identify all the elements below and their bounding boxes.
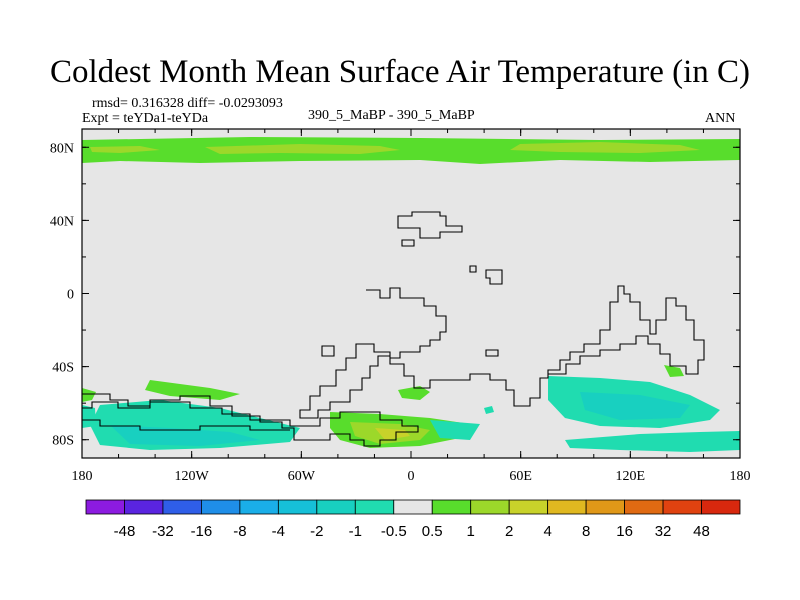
y-tick-label: 0	[67, 288, 74, 303]
x-tick-label: 60W	[288, 469, 316, 484]
subtitle: 390_5_MaBP - 390_5_MaBP	[308, 108, 475, 123]
colorbar-swatch	[239, 499, 279, 515]
coastline-island	[401, 239, 415, 247]
colorbar-label: -0.5	[381, 523, 407, 540]
colorbar-swatch	[85, 499, 125, 515]
colorbar-swatch	[431, 499, 472, 515]
colorbar-label: 4	[543, 523, 551, 540]
colorbar-label: 1	[467, 523, 475, 540]
chart-title: Coldest Month Mean Surface Air Temperatu…	[50, 54, 750, 90]
colorbar-swatch	[162, 499, 202, 515]
x-tick-label: 60E	[509, 469, 532, 484]
coastline-madagascar	[485, 349, 499, 357]
y-tick-label: 40N	[50, 214, 74, 229]
season-label: ANN	[705, 111, 736, 126]
colorbar-swatch	[701, 499, 741, 515]
anomaly-west-edge-cool	[82, 405, 96, 428]
colorbar-label: 32	[655, 523, 672, 540]
coastline-eurasia	[397, 211, 463, 239]
coastline-island-3	[485, 269, 503, 285]
colorbar-swatch	[662, 499, 702, 515]
stats-text: rmsd= 0.316328 diff= -0.0293093	[92, 96, 283, 111]
anomaly-south-atlantic-cool	[430, 420, 480, 440]
anomaly-australia	[664, 365, 684, 377]
anomaly-indian-ocean-core	[580, 392, 690, 420]
anomaly-dot	[484, 406, 494, 414]
coastline-island-2	[469, 265, 477, 273]
colorbar-label: -2	[310, 523, 323, 540]
colorbar-swatch	[585, 499, 625, 515]
colorbar-label: -8	[233, 523, 246, 540]
colorbar-label: 16	[616, 523, 633, 540]
x-tick-label: 0	[408, 469, 415, 484]
colorbar-swatch	[393, 499, 433, 515]
colorbar-swatch	[316, 499, 356, 515]
anomaly-south-atlantic-hot	[375, 428, 410, 440]
anomaly-west-edge	[82, 388, 96, 402]
colorbar-label: -16	[191, 523, 213, 540]
y-tick-label: 80N	[50, 141, 74, 156]
anomaly-africa	[398, 386, 430, 400]
colorbar-label: -32	[152, 523, 174, 540]
colorbar-label: 0.5	[422, 523, 443, 540]
colorbar-swatch	[354, 499, 395, 515]
coastline-west-a	[321, 345, 335, 357]
anomaly-southern-band	[565, 431, 740, 452]
coastline-antarctica	[82, 393, 419, 447]
x-tick-label: 120E	[616, 469, 646, 484]
colorbar-label: -1	[349, 523, 362, 540]
colorbar-swatch	[624, 499, 664, 515]
y-tick-label: 80S	[52, 434, 74, 449]
colorbar-swatch	[508, 499, 549, 515]
colorbar-swatch	[470, 499, 510, 515]
axis-ticks: 180 120W 60W 0 60E 120E 180 80N 40N 0 40S 80S	[50, 129, 751, 484]
colorbar-swatch	[201, 499, 241, 515]
colorbar-label: -4	[272, 523, 285, 540]
anomaly-south-pacific-warm	[145, 380, 240, 400]
coastline-africa	[299, 285, 705, 419]
colorbar-swatch	[547, 499, 587, 515]
colorbar-label: 48	[693, 523, 710, 540]
colorbar-swatch	[277, 499, 318, 515]
x-tick-label: 180	[730, 469, 751, 484]
anomaly-arctic-warm-east	[510, 142, 700, 153]
x-tick-label: 120W	[175, 469, 210, 484]
coastline-antarctica-inner	[82, 419, 290, 431]
colorbar-label: 2	[505, 523, 513, 540]
y-tick-label: 40S	[52, 361, 74, 376]
experiment-label: Expt = teYDa1-teYDa	[82, 111, 209, 126]
anomaly-arctic-warm	[205, 144, 400, 154]
colorbar: -48 -32 -16 -8 -4 -2 -1 -0.5 0.5 1 2 4 8 16 32 48	[85, 499, 741, 540]
x-tick-label: 180	[72, 469, 93, 484]
anomaly-arctic-warm-west	[90, 146, 160, 153]
colorbar-label: -48	[114, 523, 136, 540]
colorbar-label: 8	[582, 523, 590, 540]
colorbar-swatch	[124, 499, 164, 515]
coastlines	[82, 211, 705, 447]
